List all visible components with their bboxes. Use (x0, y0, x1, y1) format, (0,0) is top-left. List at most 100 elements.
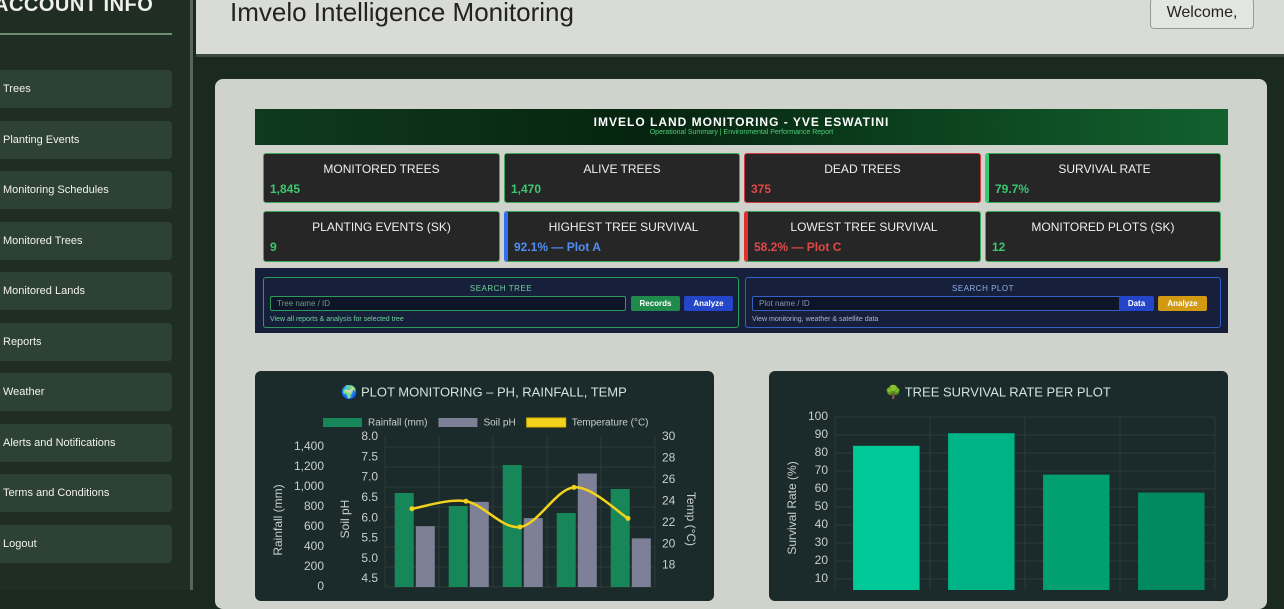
stat-value: 58.2% — Plot C (754, 240, 842, 254)
axis-title: Survival Rate (%) (785, 461, 799, 554)
y-tick-label: 800 (304, 499, 324, 513)
bar (577, 473, 597, 587)
menu-item[interactable]: Monitoring Schedules (0, 171, 172, 209)
y-tick-label: 1,200 (294, 459, 324, 473)
y-tick-label: 5.5 (361, 531, 378, 545)
menu-item[interactable]: Monitored Trees (0, 221, 172, 260)
y-tick-label: 30 (815, 535, 829, 549)
stat-card: ALIVE TREES 1,470 (504, 153, 740, 203)
y-tick-label: 80 (815, 445, 829, 459)
axis-title: Soil pH (338, 500, 352, 539)
stat-value: 1,845 (270, 182, 301, 196)
stat-label: HIGHEST TREE SURVIVAL (548, 220, 699, 234)
stat-value: 1,470 (511, 182, 542, 196)
menu-item[interactable]: Alerts and Notifications (0, 423, 172, 462)
y-tick-label: 50 (815, 499, 829, 513)
chart: 🌍 PLOT MONITORING – PH, RAINFALL, TEMP Ra… (271, 384, 698, 593)
menu-item[interactable]: Logout (0, 524, 172, 563)
search-input[interactable]: Tree name / ID (270, 296, 626, 311)
y-tick-label: 7.5 (361, 449, 378, 463)
stat-card: DEAD TREES 375 (744, 153, 981, 203)
sidebar: ACCOUNT INFO Trees Planting Events Monitor… (0, 0, 193, 590)
stat-label: LOWEST TREE SURVIVAL (790, 220, 938, 234)
stat-label: SURVIVAL RATE (1058, 162, 1151, 176)
y-tick-label: 400 (304, 539, 324, 553)
bar (853, 445, 920, 597)
banner-subtitle: Operational Summary | Environmental Perf… (649, 129, 834, 136)
menu-item[interactable]: Reports (0, 322, 172, 361)
stat-card: SURVIVAL RATE 79.7% (985, 153, 1221, 203)
bar (469, 501, 489, 587)
y-tick-label: 90 (815, 427, 829, 441)
bar (948, 433, 1015, 597)
chart: 🌳 TREE SURVIVAL RATE PER PLOT 10 20 30 40 50 6… (785, 383, 1216, 597)
search-hint: View monitoring, weather & satellite dat… (752, 316, 879, 323)
search-box: SEARCH PLOT Plot name / ID Data Analyze View… (745, 277, 1221, 328)
menu-item[interactable]: Terms and Conditions (0, 474, 172, 512)
legend-swatch (526, 417, 567, 428)
y-tick-label: 0 (317, 579, 324, 590)
y-tick-label: 10 (815, 571, 829, 585)
stat-value: 79.7% (995, 182, 1030, 196)
point (409, 506, 415, 512)
stat-card: LOWEST TREE SURVIVAL 58.2% — Plot C (744, 211, 981, 262)
menu-item[interactable]: Weather (0, 373, 172, 411)
menu-item[interactable]: Planting Events (0, 120, 172, 159)
menu-item[interactable]: Trees (0, 70, 172, 108)
stat-value: 375 (751, 182, 772, 196)
bar (556, 513, 576, 587)
legend-label: Rainfall (mm) (368, 418, 427, 429)
y-tick-label: 60 (815, 481, 829, 495)
y-tick-label: 26 (662, 472, 676, 486)
chart-title: 🌳 TREE SURVIVAL RATE PER PLOT (885, 383, 1111, 399)
button[interactable]: Data (1119, 296, 1154, 311)
search-input[interactable]: Plot name / ID (752, 296, 1122, 311)
y-tick-label: 600 (304, 519, 324, 533)
chart-card: 🌳 TREE SURVIVAL RATE PER PLOT 10 20 30 40 50 6… (769, 371, 1228, 601)
axis-title: Rainfall (mm) (271, 484, 285, 555)
y-tick-label: 6.0 (361, 510, 378, 524)
stat-value: 92.1% — Plot A (514, 240, 601, 254)
legend-label: Soil pH (483, 418, 515, 429)
legend-swatch (438, 418, 478, 427)
stat-label: ALIVE TREES (583, 162, 661, 176)
search-title: SEARCH PLOT (952, 284, 1014, 293)
point (463, 498, 469, 504)
bar (1138, 492, 1205, 597)
button[interactable]: Analyze (1158, 296, 1207, 311)
point (571, 484, 577, 490)
stat-card: PLANTING EVENTS (SK) 9 (263, 211, 500, 262)
menu-item[interactable]: Monitored Lands (0, 272, 172, 310)
banner-title: IMVELO LAND MONITORING - YVE ESWATINI (593, 115, 890, 129)
bar (415, 526, 435, 587)
stat-label: PLANTING EVENTS (SK) (312, 220, 451, 234)
stat-label: MONITORED TREES (323, 162, 440, 176)
button[interactable]: Analyze (684, 296, 733, 311)
stat-value: 12 (992, 240, 1006, 254)
y-tick-label: 200 (304, 559, 324, 573)
welcome-button[interactable]: Welcome, (1150, 0, 1254, 29)
search-box: SEARCH TREE Tree name / ID Records Analyze V… (263, 277, 739, 328)
y-tick-label: 5.0 (361, 551, 378, 565)
search-title: SEARCH TREE (469, 284, 533, 293)
legend-swatch (323, 418, 362, 427)
stat-card: MONITORED TREES 1,845 (263, 153, 500, 203)
sidebar-title: ACCOUNT INFO (0, 0, 154, 16)
divider (0, 33, 172, 35)
y-tick-label: 1,000 (294, 479, 324, 493)
button[interactable]: Records (631, 296, 680, 311)
legend-label: Temperature (°C) (572, 418, 649, 429)
y-tick-label: 28 (662, 451, 676, 465)
point (517, 524, 523, 530)
y-tick-label: 20 (662, 536, 676, 550)
page-title: Imvelo Intelligence Monitoring (230, 0, 574, 27)
stat-label: DEAD TREES (824, 162, 901, 176)
stat-value: 9 (270, 240, 277, 254)
bar (523, 518, 543, 587)
y-tick-label: 22 (662, 515, 676, 529)
y-tick-label: 30 (662, 429, 676, 443)
y-tick-label: 7.0 (361, 470, 378, 484)
y-tick-label: 40 (815, 517, 829, 531)
search-hint: View all reports & analysis for selected… (270, 316, 404, 323)
